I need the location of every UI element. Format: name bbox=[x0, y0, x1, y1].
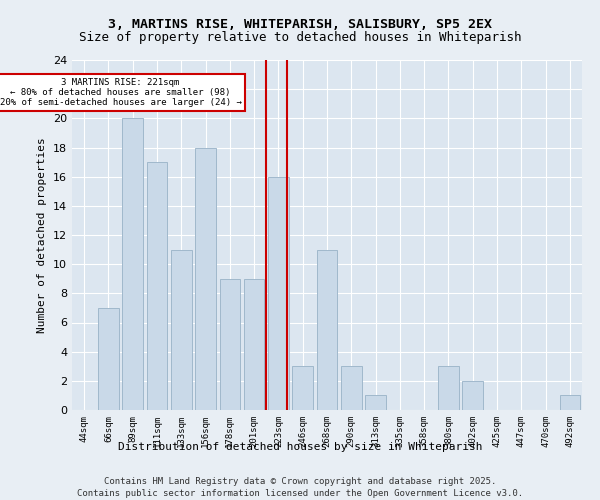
Bar bbox=[560, 396, 580, 410]
Bar bbox=[317, 250, 337, 410]
Text: 3, MARTINS RISE, WHITEPARISH, SALISBURY, SP5 2EX: 3, MARTINS RISE, WHITEPARISH, SALISBURY,… bbox=[108, 18, 492, 30]
Text: 3 MARTINS RISE: 221sqm
← 80% of detached houses are smaller (98)
20% of semi-det: 3 MARTINS RISE: 221sqm ← 80% of detached… bbox=[0, 78, 242, 108]
Bar bbox=[146, 162, 167, 410]
Bar bbox=[171, 250, 191, 410]
Bar bbox=[244, 279, 265, 410]
Bar bbox=[220, 279, 240, 410]
Bar bbox=[438, 366, 459, 410]
Bar bbox=[98, 308, 119, 410]
Bar bbox=[341, 366, 362, 410]
Bar bbox=[122, 118, 143, 410]
Y-axis label: Number of detached properties: Number of detached properties bbox=[37, 137, 47, 333]
Bar bbox=[195, 148, 216, 410]
Text: Size of property relative to detached houses in Whiteparish: Size of property relative to detached ho… bbox=[79, 31, 521, 44]
Text: Distribution of detached houses by size in Whiteparish: Distribution of detached houses by size … bbox=[118, 442, 482, 452]
Bar bbox=[268, 176, 289, 410]
Bar bbox=[292, 366, 313, 410]
Bar bbox=[463, 381, 483, 410]
Text: Contains public sector information licensed under the Open Government Licence v3: Contains public sector information licen… bbox=[77, 489, 523, 498]
Text: Contains HM Land Registry data © Crown copyright and database right 2025.: Contains HM Land Registry data © Crown c… bbox=[104, 478, 496, 486]
Bar bbox=[365, 396, 386, 410]
